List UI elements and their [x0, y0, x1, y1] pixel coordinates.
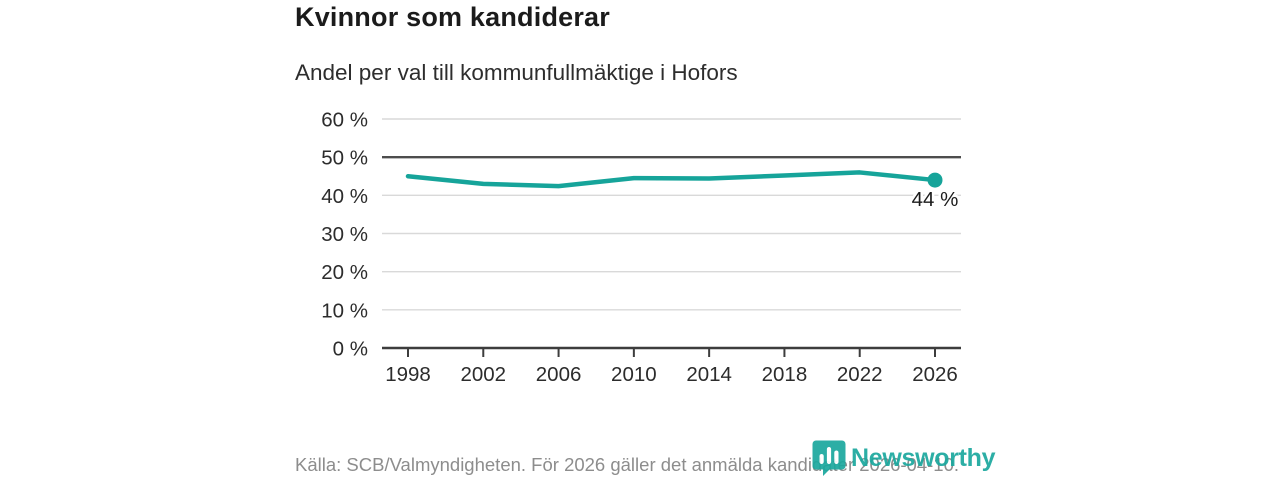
- trend-line: [405, 170, 938, 189]
- chart-subtitle: Andel per val till kommunfullmäktige i H…: [295, 60, 738, 85]
- end-value-label: 44 %: [912, 188, 959, 211]
- y-tick-label: 10 %: [321, 299, 368, 322]
- x-tick-label: 2002: [460, 363, 506, 386]
- y-tick-label: 50 %: [321, 147, 368, 170]
- newsworthy-logo-text: Newsworthy: [851, 444, 996, 472]
- x-tick-label: 2014: [686, 363, 732, 386]
- x-tick-label: 2022: [837, 363, 883, 386]
- source-note: Källa: SCB/Valmyndigheten. För 2026 gäll…: [295, 454, 960, 475]
- y-tick-label: 40 %: [321, 185, 368, 208]
- chart-title: Kvinnor som kandiderar: [295, 2, 610, 32]
- end-point: [927, 172, 943, 188]
- x-tick-label: 2006: [536, 363, 582, 386]
- newsworthy-logo[interactable]: Newsworthy: [812, 440, 996, 477]
- y-tick-label: 60 %: [321, 109, 368, 132]
- x-tick-label: 2010: [611, 363, 657, 386]
- x-tick-label: 1998: [385, 363, 431, 386]
- newsworthy-logo-icon: [812, 440, 846, 476]
- y-tick-label: 0 %: [333, 338, 368, 361]
- line-chart: 0 % 10 % 20 % 30 % 40 % 50 % 60 % 1998 2002 2006 2…: [321, 109, 961, 386]
- x-tick-label: 2026: [912, 363, 958, 386]
- x-tick-label: 2018: [762, 363, 808, 386]
- y-tick-label: 20 %: [321, 261, 368, 284]
- y-tick-label: 30 %: [321, 223, 368, 246]
